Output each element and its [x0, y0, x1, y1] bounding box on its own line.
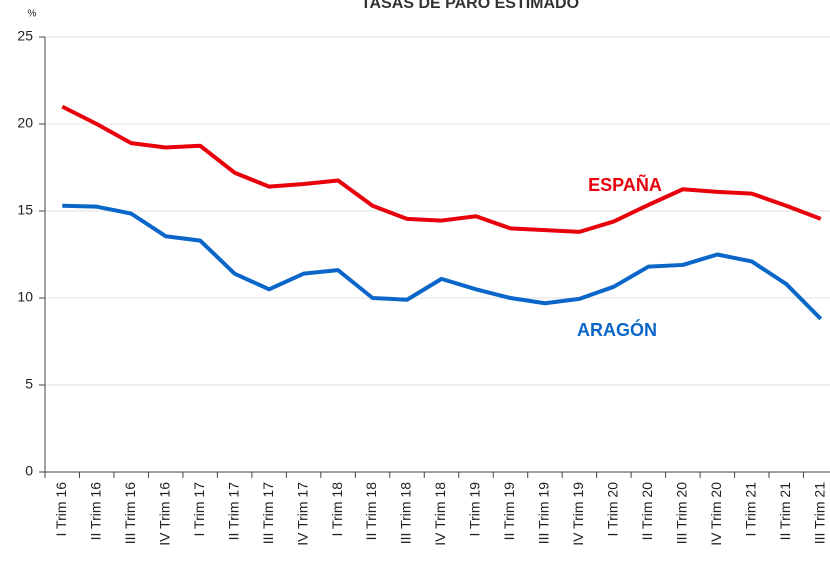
x-tick-label: I Trim 19: [467, 482, 483, 537]
x-tick-label: II Trim 18: [363, 482, 379, 541]
x-tick-label: III Trim 21: [811, 482, 827, 544]
x-tick-label: III Trim 20: [674, 482, 690, 544]
y-tick-label: 10: [17, 289, 33, 305]
series-label: ARAGÓN: [577, 319, 657, 340]
x-tick-label: IV Trim 19: [570, 482, 586, 546]
line-series: [62, 203, 823, 321]
x-tick-label: III Trim 17: [260, 482, 276, 544]
y-tick-label: 20: [17, 115, 33, 131]
y-tick-label: 5: [25, 376, 33, 392]
x-tick-label: I Trim 20: [605, 482, 621, 537]
x-tick-label: IV Trim 20: [708, 482, 724, 546]
x-tick-label: II Trim 17: [225, 482, 241, 541]
y-axis-label: %: [28, 9, 37, 20]
chart-title: TASAS DE PARO ESTIMADO: [361, 0, 579, 12]
x-tick-label: II Trim 20: [639, 482, 655, 541]
x-tick-label: I Trim 18: [329, 482, 345, 537]
y-tick-label: 15: [17, 202, 33, 218]
y-tick-label: 0: [25, 463, 33, 479]
x-tick-label: I Trim 16: [53, 482, 69, 537]
x-tick-label: I Trim 21: [743, 482, 759, 537]
x-tick-label: IV Trim 18: [432, 482, 448, 546]
series-label: ESPAÑA: [588, 174, 662, 195]
line-series: [61, 104, 822, 234]
x-tick-label: I Trim 17: [191, 482, 207, 537]
x-tick-label: III Trim 18: [398, 482, 414, 544]
x-tick-label: III Trim 19: [536, 482, 552, 544]
x-tick-label: III Trim 16: [122, 482, 138, 544]
x-tick-label: II Trim 21: [777, 482, 793, 541]
y-tick-label: 25: [17, 28, 33, 44]
x-tick-label: II Trim 16: [87, 482, 103, 541]
x-tick-label: II Trim 19: [501, 482, 517, 541]
x-tick-label: IV Trim 17: [294, 482, 310, 546]
x-tick-label: IV Trim 16: [156, 482, 172, 546]
